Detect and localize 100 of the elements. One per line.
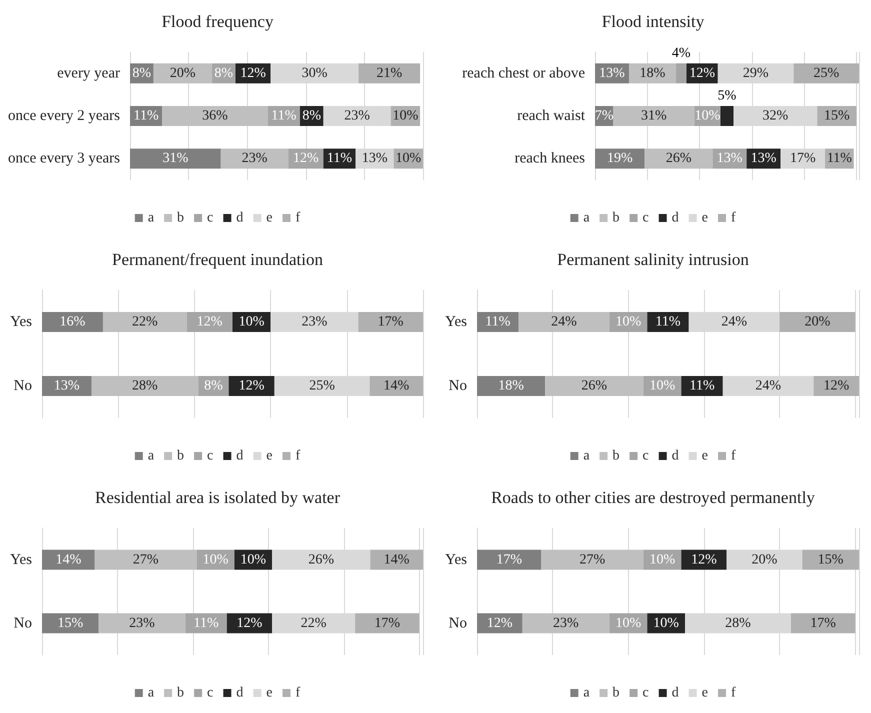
bar: [355, 613, 420, 634]
data-label: 36%: [202, 108, 228, 124]
bar: [358, 312, 423, 332]
data-label: 12%: [238, 378, 265, 394]
bar: [644, 148, 713, 169]
data-label: 10%: [392, 108, 419, 124]
bar: [720, 106, 734, 126]
data-label: 21%: [376, 66, 402, 81]
data-label: 13%: [54, 378, 80, 394]
bar: [794, 63, 859, 84]
data-label: 17%: [496, 552, 522, 568]
data-label: 15%: [824, 108, 850, 124]
y-tick-label: reach chest or above: [462, 65, 586, 82]
data-label: 11%: [194, 616, 219, 631]
data-label: 7%: [594, 108, 614, 124]
data-label: 11%: [655, 314, 681, 330]
data-label: 10%: [649, 378, 676, 394]
legend-label: e: [702, 210, 708, 226]
bar: [477, 550, 542, 570]
bar: [522, 613, 610, 634]
data-label: 28%: [132, 378, 158, 394]
bar: [94, 550, 197, 570]
bar: [613, 106, 694, 126]
data-label: 30%: [302, 66, 328, 81]
legend-label: d: [236, 686, 244, 700]
legend-label: b: [612, 686, 620, 700]
bar: [102, 312, 187, 332]
data-label: 25%: [309, 378, 336, 394]
legend-label: a: [583, 210, 590, 226]
legend-label: f: [295, 448, 300, 464]
bar: [477, 376, 546, 396]
data-label: 12%: [823, 378, 850, 394]
legend-label: b: [177, 686, 184, 700]
bar: [92, 376, 198, 396]
bar: [370, 376, 423, 396]
data-label: 25%: [813, 66, 840, 81]
y-tick-label: every year: [57, 65, 120, 82]
data-label: 8%: [132, 66, 152, 81]
y-tick-label: No: [14, 378, 32, 394]
bar: [814, 376, 859, 396]
legend-label: b: [612, 210, 620, 226]
legend-label: a: [148, 210, 155, 226]
data-label: 18%: [498, 378, 524, 394]
bar: [42, 312, 103, 332]
data-label: 8%: [204, 378, 224, 394]
data-label: 12%: [691, 552, 718, 568]
bar: [541, 550, 644, 570]
data-label: 31%: [640, 108, 667, 124]
bar: [681, 550, 727, 570]
chart-title: Residential area is isolated by water: [95, 488, 340, 507]
data-label: 27%: [580, 552, 606, 568]
legend-label: c: [642, 210, 649, 226]
legend-label: d: [236, 448, 244, 464]
legend-label: e: [702, 686, 708, 700]
data-label: 28%: [725, 616, 752, 631]
data-label: 22%: [300, 616, 327, 631]
bar: [545, 376, 644, 396]
data-label: 17%: [378, 314, 404, 330]
legend-label: a: [148, 686, 155, 700]
legend-label: f: [730, 686, 736, 700]
y-tick-label: Yes: [10, 552, 32, 568]
bar: [647, 312, 689, 332]
legend-label: d: [672, 686, 679, 700]
y-tick-label: No: [14, 615, 32, 632]
y-tick-label: once every 3 years: [8, 150, 120, 167]
data-label: 15%: [57, 616, 84, 631]
data-label: 23%: [242, 151, 268, 166]
data-label: 19%: [606, 151, 633, 166]
data-label: 5%: [718, 88, 737, 104]
data-label: 10%: [240, 552, 266, 568]
bar: [358, 63, 420, 84]
legend-label: e: [266, 686, 272, 700]
data-label: 14%: [384, 552, 410, 568]
data-label: 22%: [132, 314, 158, 330]
data-label: 12%: [292, 151, 319, 166]
legend-label: f: [295, 210, 300, 226]
data-label: 20%: [752, 552, 778, 568]
bar: [42, 550, 95, 570]
data-label: 24%: [755, 378, 782, 394]
data-label: 29%: [742, 66, 769, 81]
data-label: 23%: [302, 314, 328, 330]
y-tick-label: Yes: [10, 314, 32, 330]
legend-label: b: [612, 448, 620, 464]
data-label: 16%: [60, 314, 86, 330]
bar: [676, 63, 686, 84]
bar: [162, 106, 268, 126]
legend-label: c: [207, 210, 214, 226]
y-tick-label: reach waist: [517, 108, 586, 124]
legend-label: e: [266, 210, 272, 226]
legend-label: a: [583, 686, 590, 700]
data-label: 12%: [236, 616, 263, 631]
data-label: 26%: [581, 378, 608, 394]
chart-title: Flood intensity: [602, 12, 705, 31]
data-label: 4%: [672, 46, 691, 61]
chart-title: Flood frequency: [162, 12, 274, 31]
chart-title: Permanent salinity intrusion: [557, 250, 750, 269]
legend-label: c: [642, 448, 649, 464]
data-label: 17%: [790, 151, 816, 166]
legend-label: f: [730, 448, 736, 464]
data-label: 10%: [396, 151, 422, 166]
